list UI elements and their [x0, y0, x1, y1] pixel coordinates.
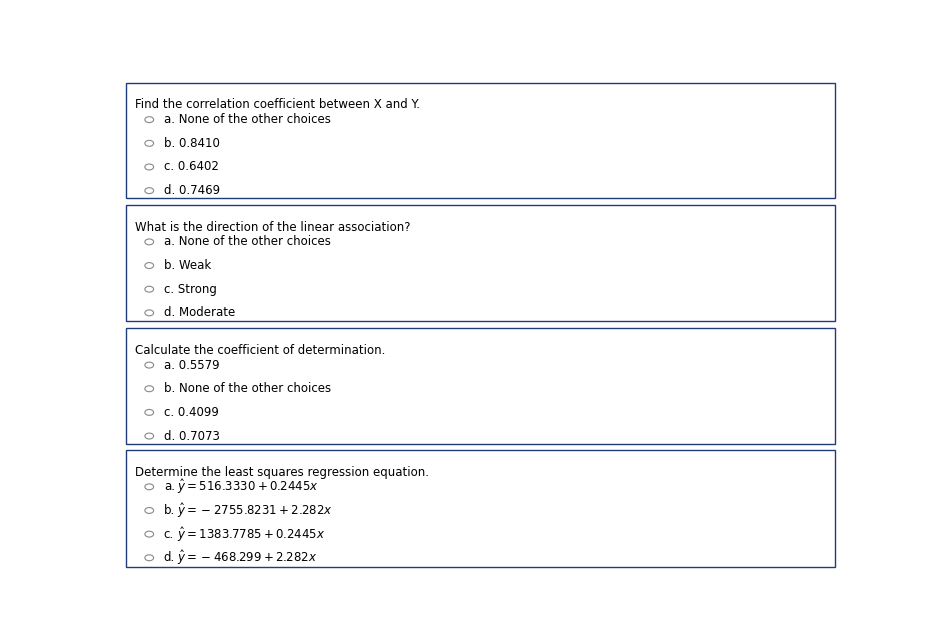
Text: c. 0.6402: c. 0.6402: [164, 161, 219, 173]
Text: c. 0.4099: c. 0.4099: [164, 406, 219, 419]
Text: What is the direction of the linear association?: What is the direction of the linear asso…: [135, 221, 410, 234]
Text: b. None of the other choices: b. None of the other choices: [164, 382, 331, 396]
Text: $\hat{y} = 516.3330 + 0.2445x$: $\hat{y} = 516.3330 + 0.2445x$: [177, 477, 319, 496]
Text: Determine the least squares regression equation.: Determine the least squares regression e…: [135, 466, 429, 479]
Text: $\hat{y} = -2755.8231 + 2.282x$: $\hat{y} = -2755.8231 + 2.282x$: [177, 501, 333, 520]
Text: d. 0.7073: d. 0.7073: [164, 429, 219, 442]
Text: a. 0.5579: a. 0.5579: [164, 358, 219, 372]
Text: c.: c.: [164, 527, 174, 541]
Text: d. 0.7469: d. 0.7469: [164, 184, 219, 197]
Text: a.: a.: [164, 480, 174, 493]
Text: b. 0.8410: b. 0.8410: [164, 137, 219, 150]
Text: c. Strong: c. Strong: [164, 283, 217, 296]
Text: $\hat{y} = 1383.7785 + 0.2445x$: $\hat{y} = 1383.7785 + 0.2445x$: [177, 525, 325, 543]
FancyBboxPatch shape: [126, 205, 836, 321]
Text: d.: d.: [164, 551, 175, 564]
Text: b. Weak: b. Weak: [164, 259, 211, 272]
Text: Calculate the coefficient of determination.: Calculate the coefficient of determinati…: [135, 344, 386, 357]
Text: d. Moderate: d. Moderate: [164, 307, 235, 319]
Text: b.: b.: [164, 504, 175, 517]
Text: a. None of the other choices: a. None of the other choices: [164, 236, 331, 248]
Text: $\hat{y} = -468.299 + 2.282x$: $\hat{y} = -468.299 + 2.282x$: [177, 548, 317, 567]
Text: Find the correlation coefficient between X and Y.: Find the correlation coefficient between…: [135, 99, 419, 111]
Text: a. None of the other choices: a. None of the other choices: [164, 113, 331, 126]
FancyBboxPatch shape: [126, 450, 836, 567]
FancyBboxPatch shape: [126, 83, 836, 198]
FancyBboxPatch shape: [126, 328, 836, 444]
